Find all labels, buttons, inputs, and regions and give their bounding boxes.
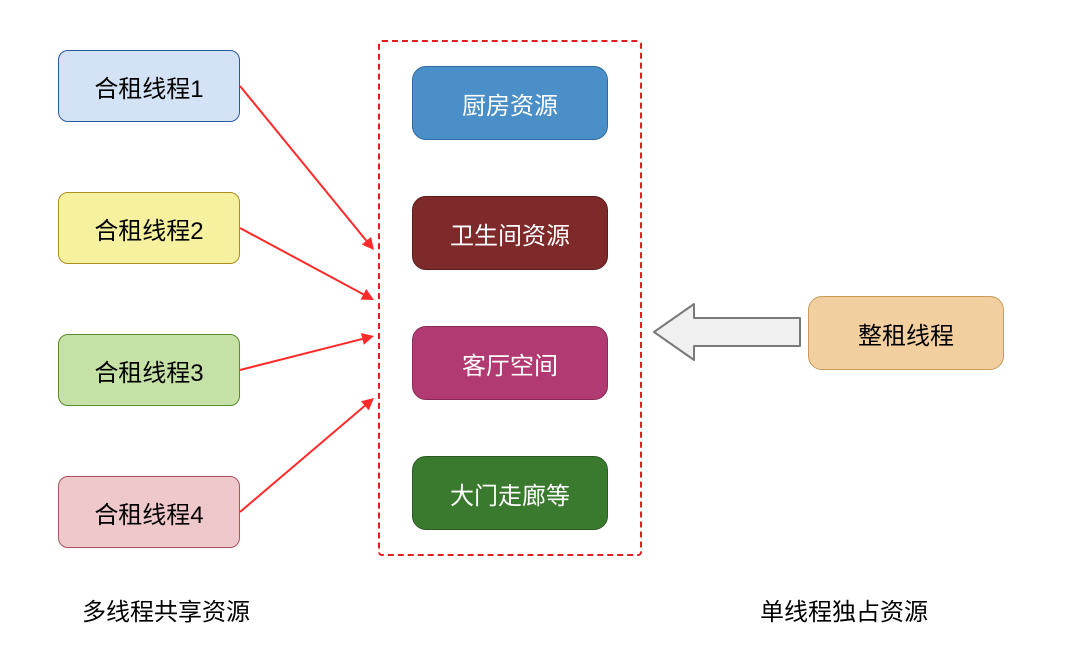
node-thread4-label: 合租线程4 [94, 495, 203, 530]
node-thread3: 合租线程3 [58, 334, 240, 406]
node-thread2: 合租线程2 [58, 192, 240, 264]
node-thread1-label: 合租线程1 [94, 69, 203, 104]
node-living: 客厅空间 [412, 326, 608, 400]
node-whole-rent: 整租线程 [808, 296, 1004, 370]
node-thread2-label: 合租线程2 [94, 211, 203, 246]
node-bathroom-label: 卫生间资源 [450, 216, 570, 251]
node-door: 大门走廊等 [412, 456, 608, 530]
node-thread1: 合租线程1 [58, 50, 240, 122]
node-thread4: 合租线程4 [58, 476, 240, 548]
node-whole-rent-label: 整租线程 [858, 316, 954, 351]
node-bathroom: 卫生间资源 [412, 196, 608, 270]
node-door-label: 大门走廊等 [450, 476, 570, 511]
node-living-label: 客厅空间 [462, 346, 558, 381]
node-kitchen-label: 厨房资源 [462, 86, 558, 121]
node-kitchen: 厨房资源 [412, 66, 608, 140]
label-singlethread: 单线程独占资源 [760, 592, 928, 627]
label-multithread: 多线程共享资源 [82, 592, 250, 627]
node-thread3-label: 合租线程3 [94, 353, 203, 388]
